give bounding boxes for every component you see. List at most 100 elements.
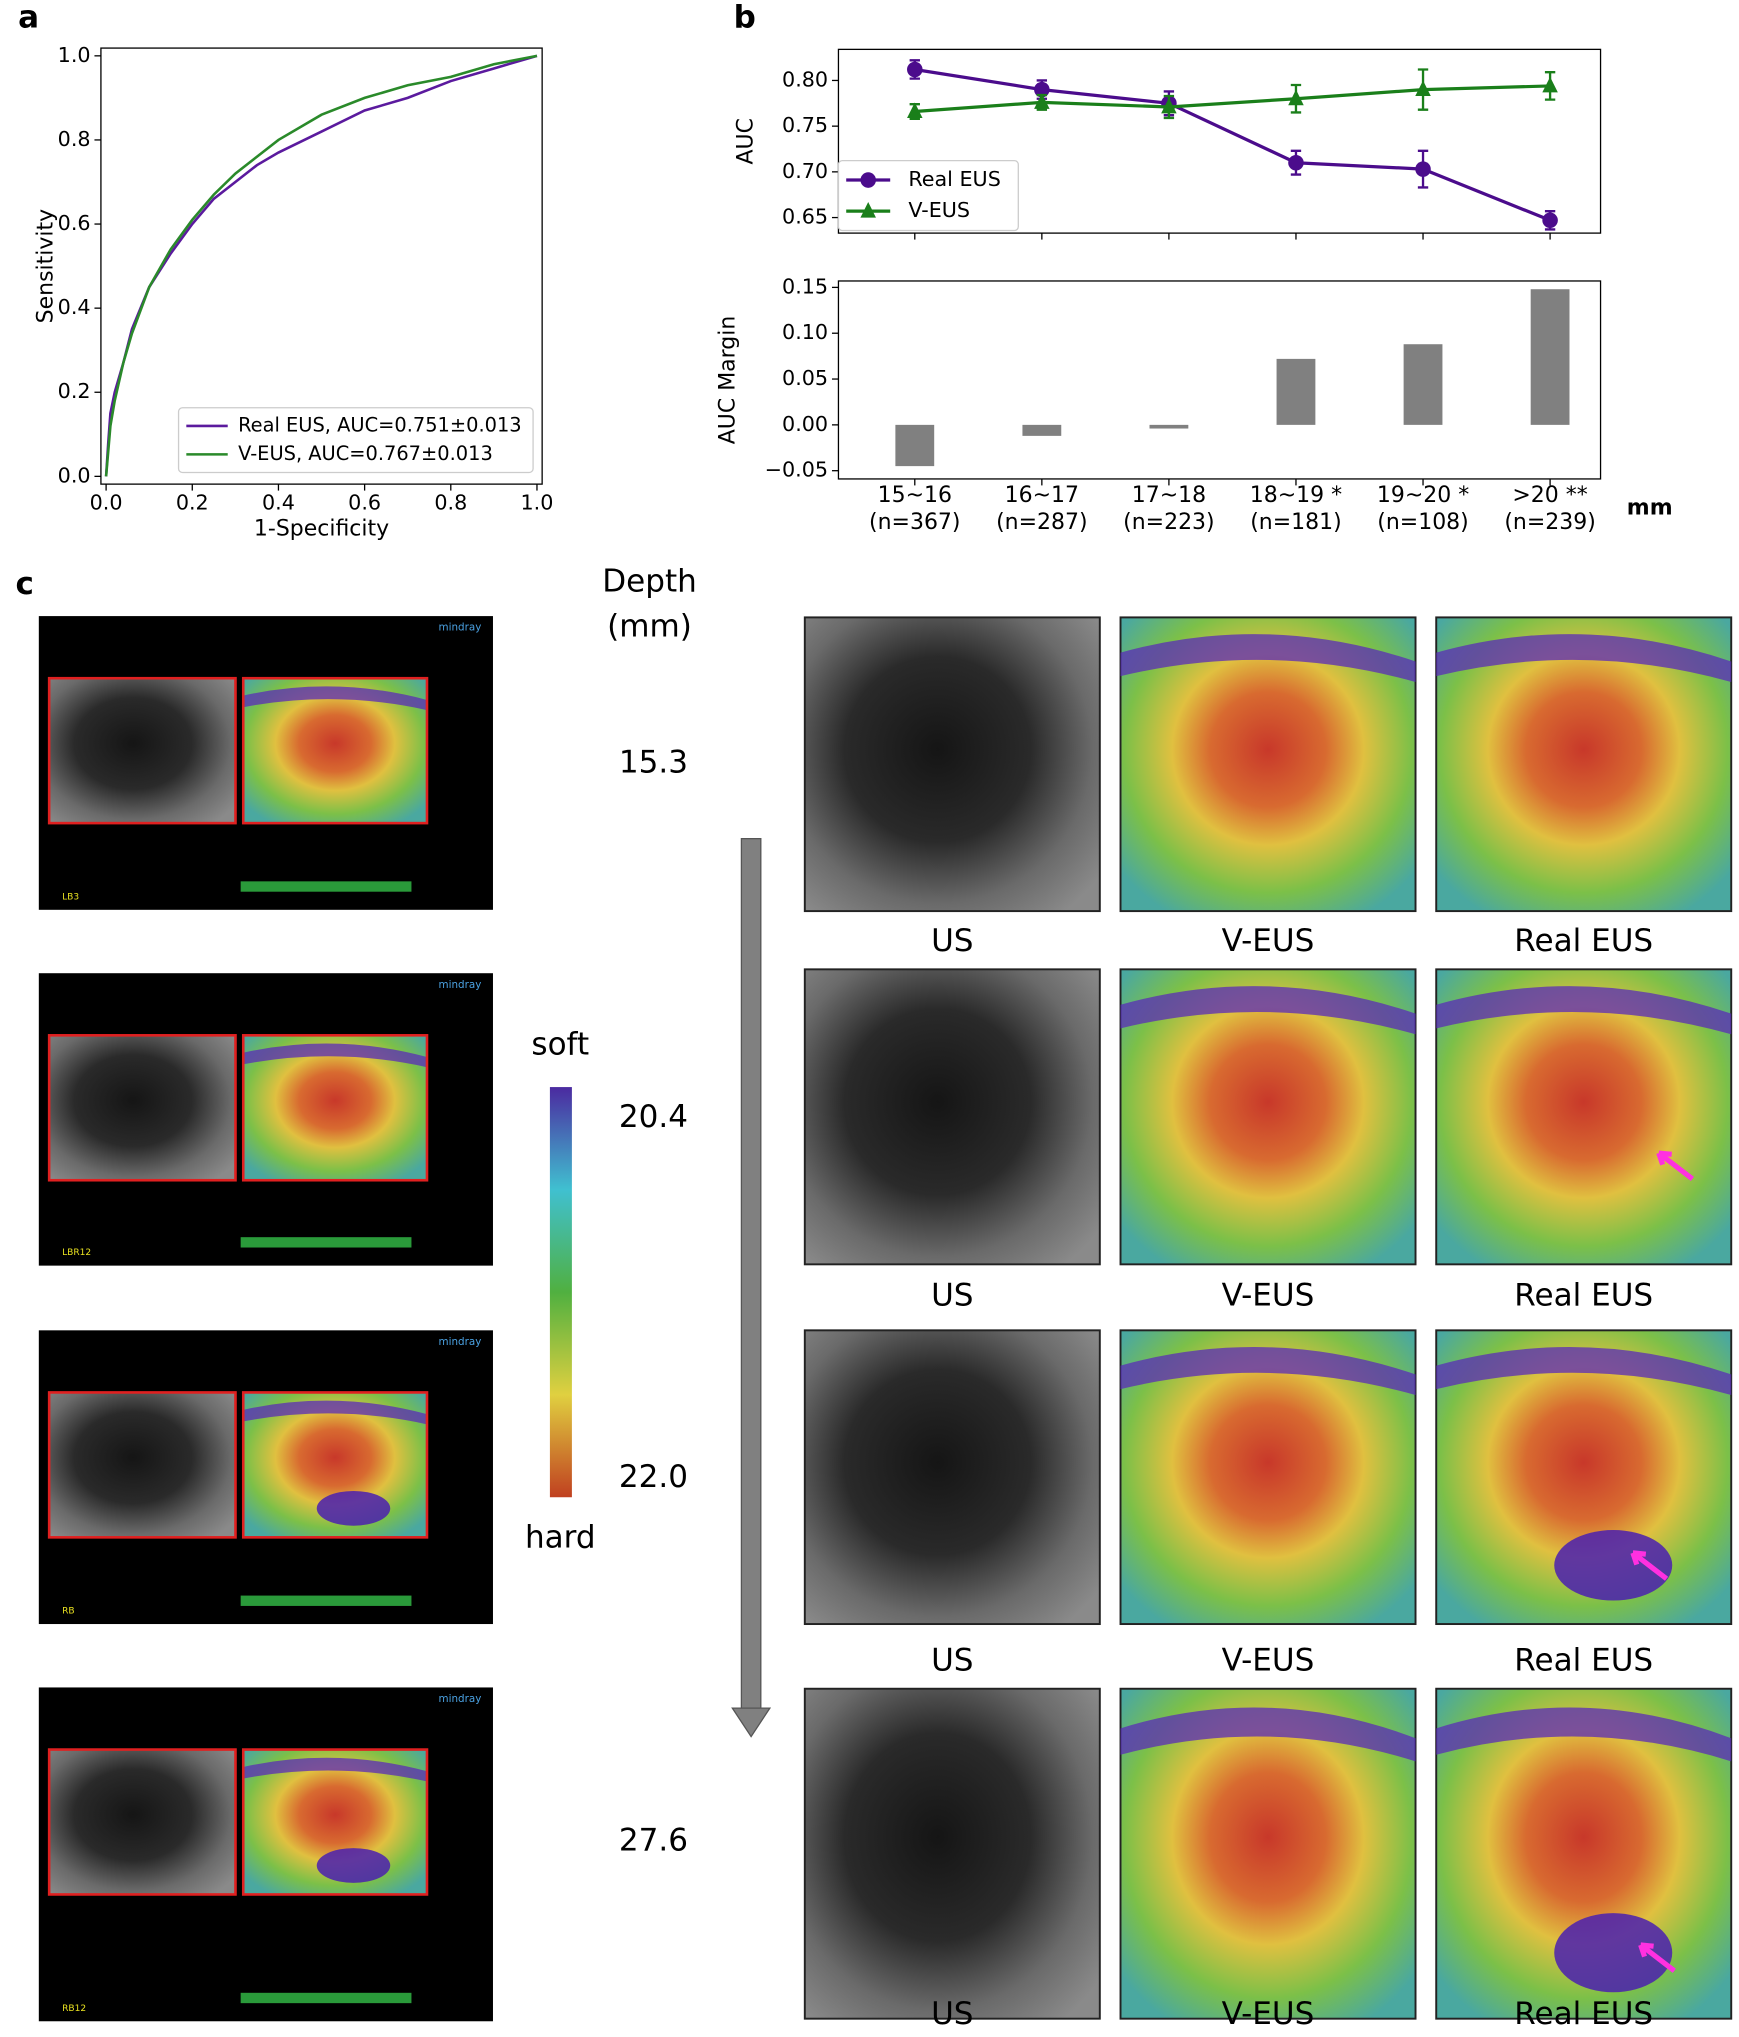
scan-label: LBR12 bbox=[62, 1248, 91, 1258]
data-point bbox=[1161, 97, 1177, 114]
y-axis-label: AUC bbox=[734, 118, 759, 164]
scan-us bbox=[47, 1034, 237, 1182]
plot-frame bbox=[837, 48, 1602, 234]
data-point bbox=[907, 102, 923, 118]
us-image bbox=[803, 968, 1101, 1266]
v-eus-image-soft-band bbox=[1120, 1707, 1416, 1762]
scan-label: LB3 bbox=[62, 892, 79, 902]
real-eus-image-soft-band bbox=[1436, 1347, 1732, 1395]
image-label: US bbox=[931, 1996, 973, 2032]
real-eus-image-soft-region bbox=[1554, 1530, 1673, 1601]
data-point bbox=[1542, 212, 1558, 229]
image-label: US bbox=[931, 923, 973, 959]
scan-histogram bbox=[240, 1992, 412, 2004]
roc-curve bbox=[104, 54, 538, 477]
x-tick-label: 17~18 bbox=[1132, 483, 1206, 508]
real-eus-image-soft-band bbox=[1436, 986, 1732, 1035]
image-label: Real EUS bbox=[1514, 1278, 1653, 1314]
annotation-arrow bbox=[1638, 1942, 1676, 1973]
scan-brand: mindray bbox=[439, 1693, 482, 1705]
data-point bbox=[1034, 93, 1050, 109]
data-point bbox=[907, 61, 923, 78]
scan-us bbox=[47, 1748, 237, 1896]
x-tick-note: (n=108) bbox=[1377, 510, 1468, 535]
image-label: US bbox=[931, 1278, 973, 1314]
data-point bbox=[860, 202, 876, 218]
x-tick-label: 16~17 bbox=[1005, 483, 1079, 508]
x-tick-label: 18~19 * bbox=[1250, 483, 1342, 508]
real-eus-image-soft-region bbox=[1554, 1913, 1673, 1993]
image-label: V-EUS bbox=[1222, 923, 1315, 959]
y-tick-label: 0.8 bbox=[58, 127, 91, 151]
image-label: US bbox=[931, 1643, 973, 1679]
data-point bbox=[1288, 154, 1304, 171]
scan-us bbox=[47, 676, 237, 825]
panel-label: b bbox=[734, 0, 756, 35]
plot-frame bbox=[100, 47, 543, 485]
scan-histogram bbox=[240, 1237, 412, 1248]
colorbar-label: soft bbox=[531, 1027, 589, 1063]
x-axis-label: 1-Specificity bbox=[254, 516, 389, 541]
data-point bbox=[1288, 89, 1304, 106]
x-tick-label: >20 ** bbox=[1512, 483, 1587, 508]
legend-label: V-EUS, AUC=0.767±0.013 bbox=[238, 442, 493, 465]
y-tick-label: 0.4 bbox=[58, 295, 91, 319]
y-tick-label: 0.80 bbox=[782, 67, 828, 91]
colorbar-label: hard bbox=[525, 1520, 596, 1556]
x-tick-note: (n=223) bbox=[1123, 510, 1214, 535]
data-point bbox=[1542, 76, 1558, 93]
us-image bbox=[803, 1329, 1101, 1626]
x-tick-note: (n=239) bbox=[1504, 510, 1595, 535]
x-tick-note: (n=287) bbox=[996, 510, 1087, 535]
depth-value: 20.4 bbox=[619, 1099, 688, 1135]
depth-value: 27.6 bbox=[619, 1822, 688, 1858]
data-point bbox=[860, 172, 876, 188]
x-tick-label: 0.0 bbox=[90, 491, 123, 515]
x-tick-label: 0.6 bbox=[348, 491, 381, 515]
v-eus-image-soft-band bbox=[1120, 1347, 1416, 1395]
x-tick-label: 19~20 * bbox=[1377, 483, 1469, 508]
scan-elastography-soft-band bbox=[243, 1043, 427, 1068]
y-tick-label: 0.70 bbox=[782, 159, 828, 183]
y-tick-label: 0.6 bbox=[58, 211, 91, 235]
y-tick-label: 0.0 bbox=[58, 463, 91, 487]
y-tick-label: 0.65 bbox=[782, 205, 828, 229]
x-tick-note: (n=181) bbox=[1250, 510, 1341, 535]
bar bbox=[1530, 289, 1570, 425]
scan-histogram bbox=[240, 1595, 412, 1606]
scan-elastography-frame bbox=[241, 1748, 429, 1896]
depth-arrow-head bbox=[731, 1707, 772, 1738]
real-eus-image-soft-band bbox=[1436, 634, 1732, 683]
image-label: V-EUS bbox=[1222, 1278, 1315, 1314]
v-eus-image-soft-band bbox=[1120, 986, 1416, 1035]
depth-arrow-shaft bbox=[740, 838, 762, 1709]
scan-brand: mindray bbox=[439, 979, 482, 991]
depth-header: (mm) bbox=[607, 609, 692, 645]
scan-label: RB bbox=[62, 1607, 75, 1617]
y-tick-label: 0.15 bbox=[782, 274, 828, 298]
scan-brand: mindray bbox=[439, 622, 482, 634]
v-eus-image-soft-band bbox=[1120, 634, 1416, 683]
y-axis-label: Sensitivity bbox=[34, 209, 59, 323]
us-image bbox=[803, 1687, 1101, 2020]
annotation-arrow bbox=[1656, 1150, 1694, 1181]
panel-label: a bbox=[18, 0, 39, 35]
y-tick-label: 0.10 bbox=[782, 320, 828, 344]
scan-elastography-frame bbox=[241, 1391, 429, 1539]
bar bbox=[1149, 424, 1189, 429]
scan-label: RB12 bbox=[62, 2004, 86, 2014]
image-label: Real EUS bbox=[1514, 1996, 1653, 2032]
roc-curve bbox=[104, 54, 538, 477]
legend-label: Real EUS bbox=[908, 167, 1001, 191]
annotation-arrow bbox=[1630, 1550, 1669, 1581]
us-image bbox=[803, 616, 1101, 913]
scan-elastography-soft-region bbox=[316, 1490, 391, 1526]
data-point bbox=[1034, 81, 1050, 98]
legend-box bbox=[837, 159, 1019, 232]
legend-box bbox=[177, 407, 534, 474]
scan-us bbox=[47, 1391, 237, 1539]
x-tick-label: 0.8 bbox=[434, 491, 467, 515]
scan-elastography-soft-band bbox=[243, 1400, 427, 1425]
bar bbox=[1022, 424, 1062, 436]
